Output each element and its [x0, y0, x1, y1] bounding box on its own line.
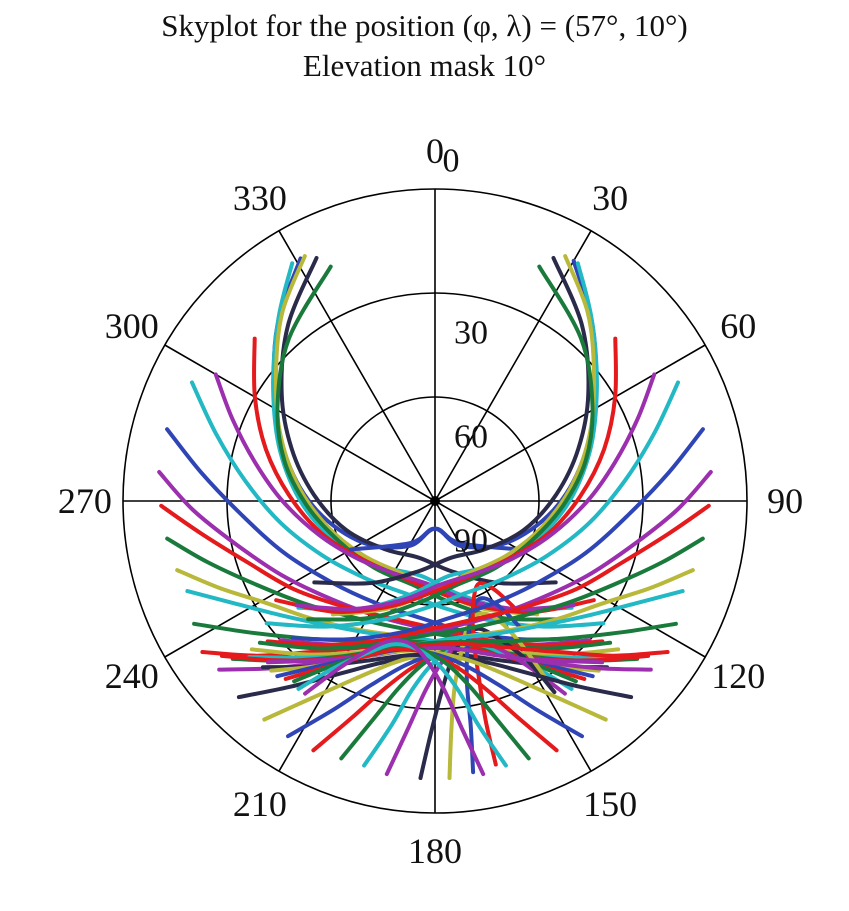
satellite-track-52 [303, 638, 486, 777]
satellite-track-28 [470, 581, 521, 767]
azimuth-spoke-30 [434, 230, 592, 502]
azimuth-spoke-60 [434, 344, 706, 502]
azimuth-spoke-240 [164, 500, 436, 658]
satellite-track-39 [265, 503, 711, 648]
azimuth-label-30: 30 [592, 178, 628, 218]
azimuth-label-90: 90 [767, 481, 803, 521]
satellite-track-40 [257, 536, 705, 651]
satellite-track-7 [213, 372, 576, 612]
azimuth-spoke-120 [434, 500, 706, 658]
elevation-label-30: 30 [454, 315, 488, 352]
satellite-track-37 [290, 427, 705, 642]
azimuth-label-120: 120 [711, 656, 765, 696]
azimuth-label-330: 330 [233, 178, 287, 218]
satellite-track-35 [294, 372, 657, 612]
polar-grid [122, 188, 748, 814]
elevation-label-60: 60 [454, 419, 488, 456]
chart-title: Skyplot for the position (φ, λ) = (57°, … [161, 8, 688, 43]
satellite-track-45 [265, 645, 653, 672]
zenith-marker [430, 496, 440, 506]
satellite-track-5 [275, 264, 564, 622]
satellite-tracks [157, 254, 713, 780]
elevation-label-90: 90 [454, 523, 488, 560]
azimuth-spoke-330 [278, 230, 436, 502]
azimuth-spoke-300 [164, 344, 436, 502]
satellite-track-36 [264, 380, 680, 629]
azimuth-label-210: 210 [233, 784, 287, 824]
chart-subtitle: Elevation mask 10° [302, 48, 547, 83]
satellite-track-11 [159, 503, 605, 648]
satellite-track-8 [190, 380, 606, 629]
chart-title-block: Skyplot for the position (φ, λ) = (57°, … [0, 6, 849, 86]
azimuth-label-0: 0 [426, 131, 444, 171]
azimuth-label-180: 180 [408, 831, 462, 871]
elevation-label-0: 0 [443, 143, 460, 180]
azimuth-label-150: 150 [583, 784, 637, 824]
azimuth-label-300: 300 [105, 306, 159, 346]
satellite-track-33 [306, 264, 595, 622]
azimuth-label-60: 60 [720, 306, 756, 346]
azimuth-label-270: 270 [58, 481, 112, 521]
axis-labels: 0 30 60 90 120 150 180 210 240 270 300 330 0 30 60 90 [58, 131, 803, 871]
azimuth-label-240: 240 [105, 656, 159, 696]
